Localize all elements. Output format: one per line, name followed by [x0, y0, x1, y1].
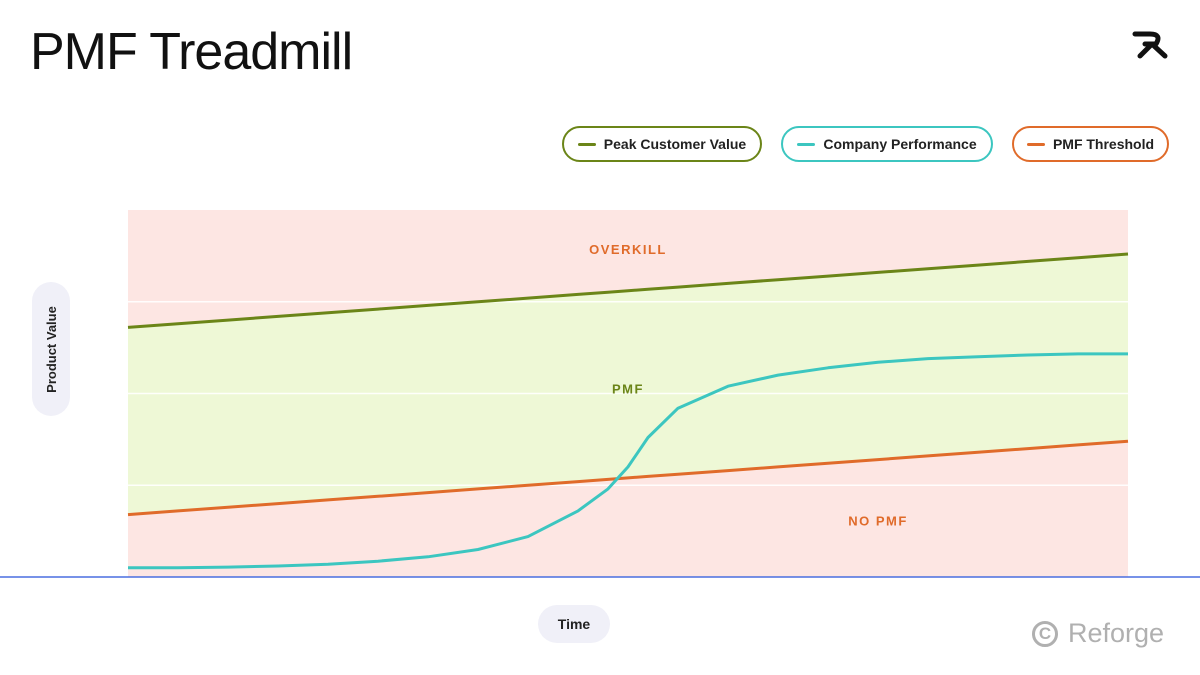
legend-swatch [577, 142, 596, 146]
legend-swatch [1026, 142, 1045, 146]
company-performance-line [128, 352, 1128, 570]
chart-plot: OVERKILL PMF NO PMF [0, 210, 1200, 578]
legend-swatch [797, 142, 816, 146]
legend-label: PMF Threshold [1052, 136, 1155, 152]
legend-item-company-performance[interactable]: Company Performance [781, 126, 993, 162]
page-title: PMF Treadmill [30, 23, 353, 81]
x-axis-label: Time [538, 605, 610, 643]
legend-item-pmf-threshold[interactable]: PMF Threshold [1012, 126, 1169, 162]
reforge-r-mark-icon [1132, 31, 1168, 59]
overkill-label: OVERKILL [589, 242, 667, 257]
peak-customer-value-line [127, 252, 1129, 329]
copyright-c-icon: C [1032, 620, 1058, 647]
legend-label: Company Performance [823, 136, 977, 152]
pmf-threshold-line [127, 439, 1129, 517]
legend-item-peak-customer-value[interactable]: Peak Customer Value [562, 126, 762, 162]
reforge-logo: C Reforge [1032, 618, 1164, 649]
y-axis-label: Product Value [32, 282, 70, 416]
legend-label: Peak Customer Value [603, 136, 747, 152]
no-pmf-label: NO PMF [848, 514, 908, 529]
brand-name: Reforge [1068, 618, 1165, 648]
y-axis-label-text: Product Value [43, 305, 59, 393]
pmf-label: PMF [612, 382, 644, 397]
pmf-region [128, 254, 1128, 515]
